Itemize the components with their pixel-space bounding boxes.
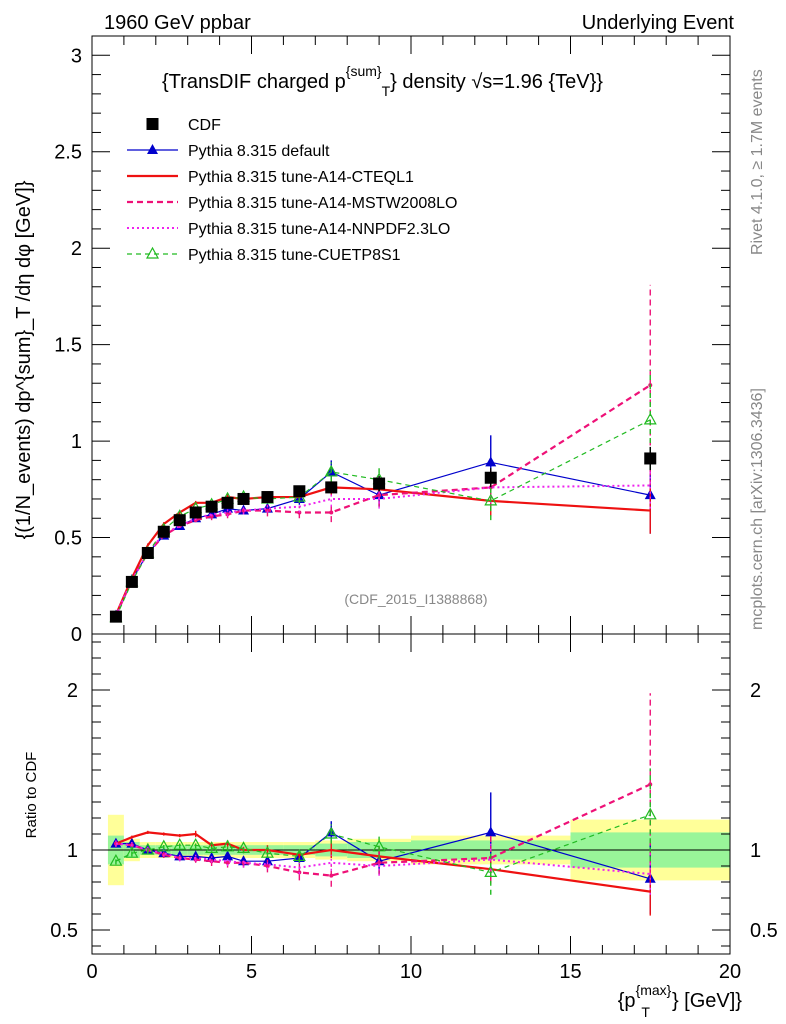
main-cdf-point — [644, 452, 657, 465]
main-cdf-point — [205, 500, 218, 513]
y-tick-label: 0 — [71, 624, 82, 646]
main-cdf-point — [293, 485, 306, 498]
ratio-y-tick-label-right: 0.5 — [750, 920, 778, 942]
ratio-y-tick-label: 1 — [67, 840, 78, 862]
xlabel-sup: {max} — [636, 982, 672, 998]
main-cdf-point — [325, 481, 338, 494]
ratio-pythia-8-315-tune-cuetp8s1-group — [109, 768, 657, 895]
xlabel-sub: T — [641, 1004, 650, 1020]
ratio-pythia-8-315-tune-cuetp8s1-point — [125, 845, 139, 858]
ratio-y-tick-label: 2 — [67, 680, 78, 702]
main-cdf-point — [221, 496, 234, 509]
ratio-pythia-8-315-tune-a14-mstw2008lo-point — [225, 860, 230, 865]
ratio-pythia-8-315-tune-cuetp8s1-point — [643, 807, 657, 820]
main-pythia-8-315-tune-a14-mstw2008lo-group — [113, 284, 653, 618]
y-tick-label: 1.5 — [54, 335, 82, 357]
x-tick-label: 0 — [86, 961, 97, 983]
ratio-pythia-8-315-tune-cuetp8s1-point — [292, 849, 306, 862]
title-sub: T — [382, 83, 391, 99]
rivet-label: Rivet 4.1.0, ≥ 1.7M events — [749, 69, 766, 255]
ratio-pythia-8-315-tune-cuetp8s1-point — [324, 826, 338, 839]
main-cdf-point — [189, 506, 202, 519]
legend-pythia-8-315-tune-cuetp8s1-marker — [145, 246, 160, 259]
ratio-y-tick-label: 0.5 — [50, 920, 78, 942]
plot-title: {TransDIF charged p{sum}T} density √s=1.… — [162, 63, 603, 99]
xlabel-post: } [GeV]} — [672, 990, 742, 1012]
title-end: } density √s=1.96 {TeV}} — [390, 71, 603, 93]
legend-pythia-8-315-default-label: Pythia 8.315 default — [188, 143, 330, 160]
mcplots-label: mcplots.cern.ch [arXiv:1306.3436] — [749, 388, 766, 630]
legend-pythia-8-315-tune-a14-cteql1-label: Pythia 8.315 tune-A14-CTEQL1 — [188, 169, 414, 186]
main-pythia-8-315-tune-cuetp8s1-point — [324, 464, 338, 477]
ratio-pythia-8-315-tune-a14-mstw2008lo-point — [329, 873, 334, 878]
main-pythia-8-315-default-point — [485, 456, 497, 467]
main-cdf-point — [373, 477, 386, 490]
legend: CDF Pythia 8.315 default Pythia 8.315 tune… — [127, 117, 457, 264]
main-pythia-8-315-tune-cuetp8s1-point — [484, 493, 498, 506]
title-sup: {sum} — [346, 63, 382, 79]
ratio-pythia-8-315-tune-cuetp8s1-point — [372, 839, 386, 852]
main-cdf-point — [484, 471, 497, 484]
x-tick-label: 10 — [400, 961, 422, 983]
y-tick-label: 1 — [71, 431, 82, 453]
main-pythia-8-315-tune-a14-nnpdf2-3lo-line — [115, 484, 651, 617]
x-axis-label: {p{max} T } [GeV]} — [618, 982, 743, 1020]
x-tick-label: 15 — [559, 961, 581, 983]
ratio-pythia-8-315-tune-cuetp8s1-point — [260, 845, 274, 858]
main-cdf-point — [109, 610, 122, 623]
legend-pythia-8-315-tune-cuetp8s1-label: Pythia 8.315 tune-CUETP8S1 — [188, 247, 401, 264]
x-tick-label: 5 — [246, 961, 257, 983]
main-cdf-point — [141, 546, 154, 559]
ratio-pythia-8-315-tune-cuetp8s1-point — [221, 839, 235, 852]
y-tick-label: 2.5 — [54, 142, 82, 164]
ratio-pythia-8-315-default-point — [222, 850, 234, 861]
ratio-y-tick-label-right: 1 — [750, 840, 761, 862]
ratio-panel-frame — [91, 633, 731, 955]
ratio-pythia-8-315-tune-cuetp8s1-point — [109, 853, 123, 866]
main-cdf-point — [237, 492, 250, 505]
analysis-watermark: (CDF_2015_I1388868) — [344, 591, 487, 607]
ratio-pythia-8-315-tune-cuetp8s1-line — [115, 814, 651, 874]
header-left: 1960 GeV ppbar — [104, 12, 251, 34]
main-cdf-point — [173, 514, 186, 527]
ratio-pythia-8-315-tune-cuetp8s1-point — [189, 837, 203, 850]
ratio-pythia-8-315-tune-cuetp8s1-point — [157, 839, 171, 852]
legend-cdf-label: CDF — [188, 117, 221, 134]
ratio-pythia-8-315-tune-cuetp8s1-point — [173, 837, 187, 850]
y-tick-label: 2 — [71, 238, 82, 260]
ratio-pythia-8-315-tune-a14-cteql1-line — [115, 831, 651, 893]
legend-pythia-8-315-default-marker — [147, 144, 158, 154]
main-cdf-point — [157, 525, 170, 538]
main-pythia-8-315-tune-a14-mstw2008lo-point — [329, 510, 334, 515]
x-tick-label: 20 — [719, 961, 741, 983]
legend-cdf-marker — [146, 118, 159, 130]
main-cdf-point — [125, 575, 138, 588]
legend-pythia-8-315-tune-a14-mstw2008lo-label: Pythia 8.315 tune-A14-MSTW2008LO — [188, 195, 457, 212]
main-ylabel: {(1/N_events) dp^{sum}_T /dη dφ [GeV]} — [13, 180, 35, 539]
legend-pythia-8-315-tune-a14-nnpdf2-3lo-label: Pythia 8.315 tune-A14-NNPDF2.3LO — [188, 221, 450, 238]
ratio-y-tick-label-right: 2 — [750, 680, 761, 702]
ratio-pythia-8-315-tune-a14-mstw2008lo-point — [265, 864, 270, 868]
y-tick-label: 0.5 — [54, 528, 82, 550]
main-cdf-group — [109, 446, 657, 623]
header-right: Underlying Event — [582, 12, 735, 34]
ratio-pythia-8-315-tune-a14-mstw2008lo-point — [377, 860, 382, 865]
main-pythia-8-315-tune-cuetp8s1-point — [643, 412, 657, 425]
main-cdf-point — [261, 491, 274, 504]
main-pythia-8-315-tune-a14-mstw2008lo-line — [114, 384, 651, 617]
ratio-ylabel: Ratio to CDF — [23, 752, 40, 839]
main-pythia-8-315-tune-a14-mstw2008lo-point — [377, 493, 382, 498]
ratio-pythia-8-315-default-point — [485, 826, 497, 837]
ratio-pythia-8-315-tune-cuetp8s1-point — [205, 841, 219, 854]
ratio-pythia-8-315-tune-cuetp8s1-point — [237, 841, 251, 854]
ratio-pythia-8-315-tune-cuetp8s1-point — [484, 865, 498, 878]
y-tick-label: 3 — [71, 45, 82, 67]
ratio-pythia-8-315-tune-cuetp8s1-point — [141, 842, 155, 855]
xlabel-pre: {p — [618, 990, 636, 1012]
title-main: {TransDIF charged p — [162, 71, 346, 93]
